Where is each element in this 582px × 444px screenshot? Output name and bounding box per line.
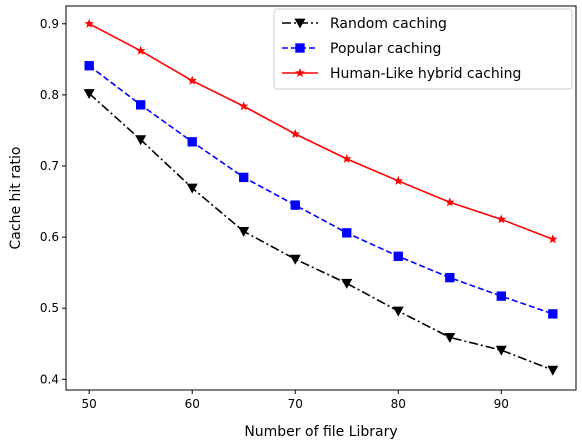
legend: Random caching Popular caching Human-Like … <box>273 8 573 90</box>
data-point <box>136 100 146 110</box>
y-tick-label: 0.6 <box>40 230 59 244</box>
data-point <box>290 129 300 139</box>
data-point <box>496 214 507 224</box>
data-point <box>187 137 197 147</box>
y-axis: 0.4 0.5 0.6 0.7 0.8 0.9 <box>40 17 66 386</box>
y-tick-label: 0.9 <box>40 17 59 31</box>
data-point <box>444 332 456 343</box>
data-point <box>341 278 353 289</box>
y-tick-label: 0.4 <box>40 372 59 386</box>
x-tick-label: 90 <box>494 397 509 411</box>
legend-label: Human-Like hybrid caching <box>330 66 521 82</box>
x-axis: 50 60 70 80 90 <box>82 390 509 411</box>
data-point <box>392 306 404 317</box>
data-point <box>393 251 403 261</box>
y-tick-label: 0.7 <box>40 159 59 173</box>
series-line <box>88 92 554 371</box>
legend-label: Popular caching <box>330 41 441 57</box>
plot-area <box>83 18 559 376</box>
data-point <box>238 227 250 237</box>
series-line <box>88 23 554 240</box>
data-point <box>187 75 197 85</box>
data-point <box>289 254 301 265</box>
x-tick-label: 70 <box>288 397 303 411</box>
data-point <box>238 101 249 111</box>
data-point <box>84 18 94 28</box>
data-point <box>445 197 455 207</box>
legend-box <box>273 8 573 90</box>
data-point <box>135 135 147 146</box>
data-point <box>548 309 558 319</box>
data-point <box>290 200 300 210</box>
legend-marker <box>295 68 305 78</box>
legend-item: Popular caching <box>282 41 441 57</box>
axes-frame <box>65 5 577 391</box>
series-1 <box>83 89 559 376</box>
x-tick-label: 80 <box>391 397 406 411</box>
series-line <box>88 65 554 315</box>
data-point <box>342 228 352 238</box>
data-point <box>548 234 558 244</box>
data-point <box>393 175 404 185</box>
data-point <box>547 365 559 376</box>
data-point <box>445 272 455 283</box>
data-point <box>496 291 506 301</box>
data-point <box>186 183 198 194</box>
data-point <box>84 61 94 71</box>
series-2 <box>84 61 558 319</box>
legend-label: Random caching <box>330 16 447 32</box>
x-axis-label: Number of file Library <box>244 424 397 440</box>
y-axis-label: Cache hit ratio <box>8 147 24 250</box>
legend-marker <box>294 18 306 29</box>
data-point <box>342 153 352 163</box>
y-tick-label: 0.5 <box>40 301 59 315</box>
legend-item: Human-Like hybrid caching <box>282 66 521 82</box>
legend-marker <box>295 43 305 53</box>
data-point <box>83 89 95 99</box>
y-tick-label: 0.8 <box>40 88 59 102</box>
legend-item: Random caching <box>282 16 447 32</box>
x-tick-label: 60 <box>185 397 200 411</box>
data-point <box>495 345 507 356</box>
data-point <box>135 45 146 55</box>
series-3 <box>84 18 558 244</box>
data-point <box>239 172 249 183</box>
x-tick-label: 50 <box>82 397 97 411</box>
